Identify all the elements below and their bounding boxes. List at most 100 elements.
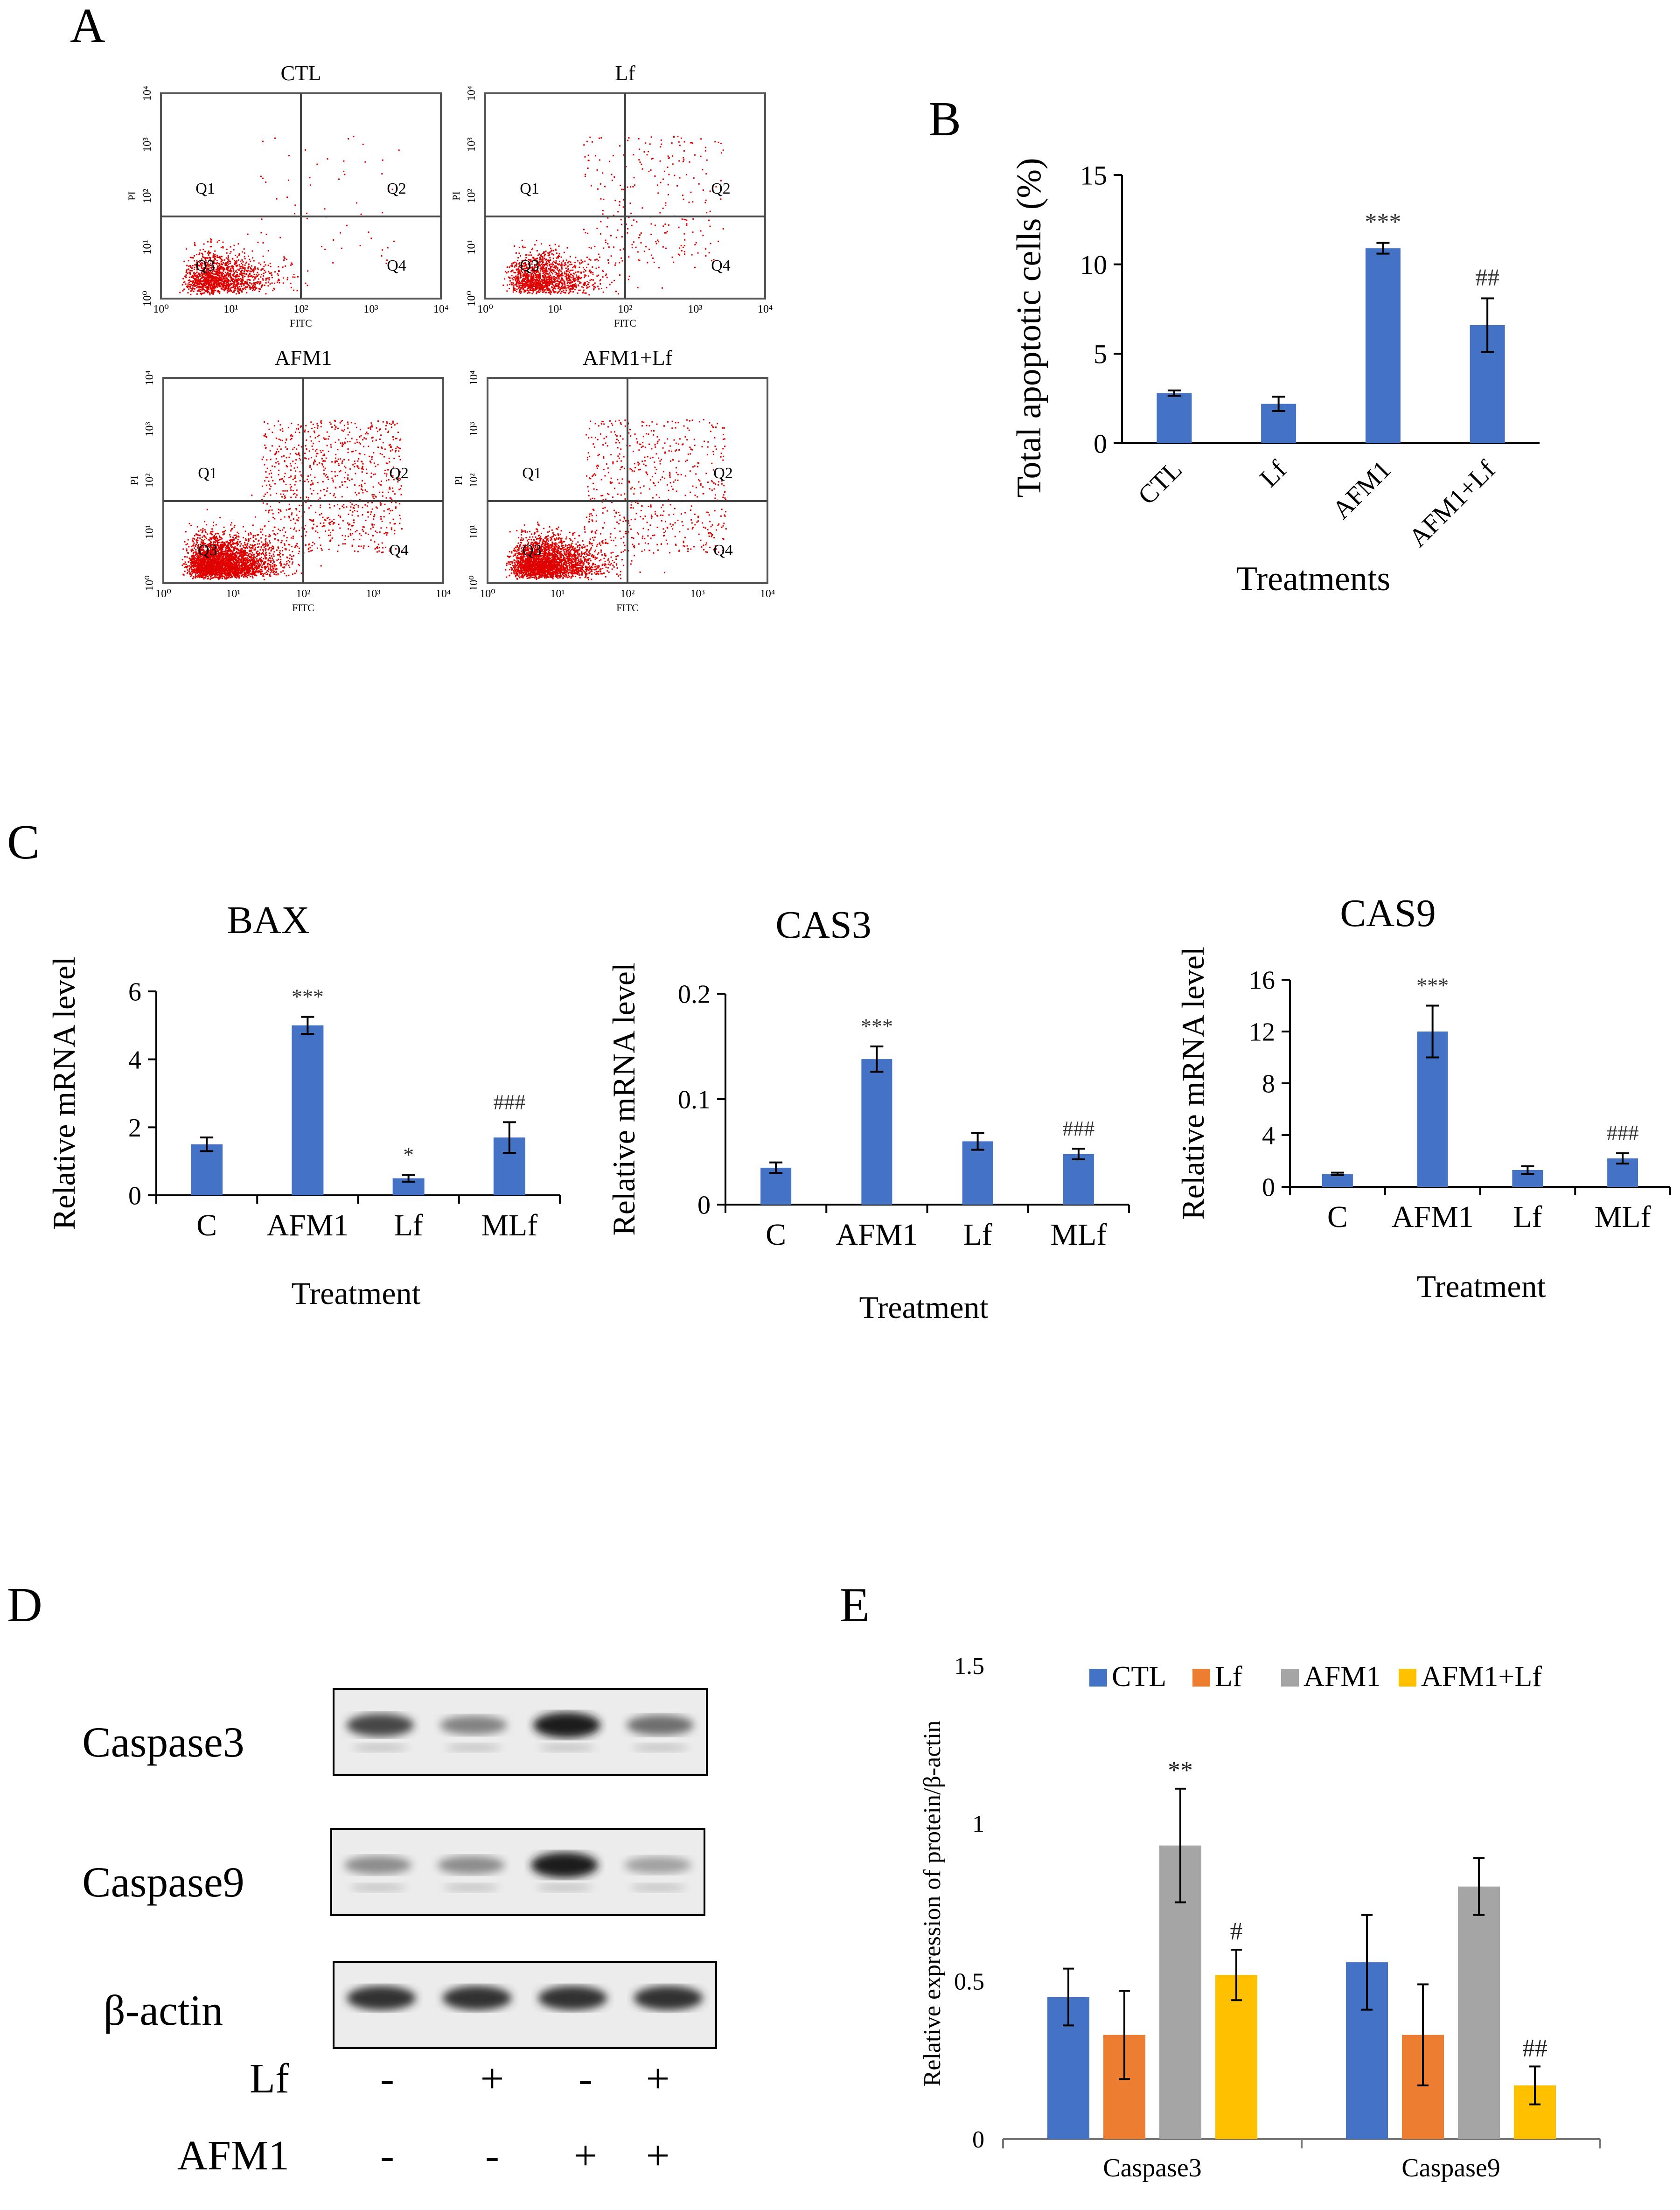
blot-band [538,1986,607,2010]
cas3-bar-chart: 0 0.1 0.2 C *** AFM1 Lf ### MLf CAS3 Relative mRNA… [606,903,1130,1325]
y-axis-title: Total apoptotic cells (%) [1010,158,1048,497]
category-label: Caspase9 [1401,2154,1500,2182]
y-tick-label: 0 [972,2126,984,2153]
y-tick-label: 8 [1262,1070,1275,1099]
blot-row-label: Caspase9 [82,1858,244,1906]
flow-x-tick: 10¹ [548,303,562,315]
flow-cytometry-panel: CTL Q1 Q2 Q3 Q4 10⁰ 10¹ 10² 10³ 10⁴ FITC 10⁰ 10¹ 10² 1… [126,61,775,614]
treatment-sign: + [574,2133,598,2179]
y-axis-title: Relative expression of protein/β-actin [919,1721,946,2087]
bar-caspase3-afm1-lf [1215,1975,1257,2139]
chart-title: CAS9 [1340,892,1436,935]
flow-y-tick: 10⁰ [144,575,156,591]
x-axis-title: Treatment [859,1290,988,1325]
blot-row-caspase9: Caspase9 [82,1828,705,1916]
bar-caspase9-afm1 [1458,1886,1500,2139]
flow-x-tick: 10² [296,588,310,600]
y-tick-label: 0 [128,1182,141,1211]
legend-swatch-afm1 [1281,1669,1299,1687]
significance-label: ### [1607,1121,1639,1145]
flow-x-tick: 10⁴ [760,588,775,600]
flow-y-tick: 10² [468,473,480,488]
legend-label: Lf [1215,1661,1242,1693]
category-label: C [1327,1200,1348,1234]
flow-y-tick: 10⁴ [466,86,478,101]
flow-y-tick: 10² [466,188,478,203]
flow-y-title: PI [450,191,462,201]
blot-faint-band [539,1743,595,1752]
y-tick-label: 16 [1249,966,1275,995]
flow-x-tick: 10² [618,303,632,315]
bar-afm1 [861,1059,892,1205]
significance-label: * [403,1143,414,1166]
blot-row-label: Caspase3 [82,1718,244,1766]
significance-label: ### [493,1090,525,1114]
significance-label: ## [1522,2034,1548,2062]
significance-label: ** [1168,1756,1193,1784]
quadrant-label-q1: Q1 [520,180,539,197]
category-label: Lf [1513,1200,1542,1234]
flow-y-tick: 10⁰ [141,291,153,307]
y-tick-label: 0.2 [678,980,711,1009]
x-axis-title: Treatment [291,1276,420,1311]
y-tick-label: 0.1 [678,1086,711,1115]
quadrant-label-q3: Q3 [522,542,542,559]
y-tick-label: 5 [1094,339,1107,369]
blot-band [347,1986,416,2010]
legend-swatch-ctl [1089,1669,1107,1687]
category-label: AFM1 [1392,1200,1474,1234]
quadrant-label-q2: Q2 [389,465,409,482]
flow-y-tick: 10³ [141,137,153,152]
flow-event-dots [181,420,403,580]
flow-plot-lf: Lf Q1 Q2 Q3 Q4 10⁰ 10¹ 10² 10³ 10⁴ FITC 10⁰ 10¹ 10² 10… [450,61,773,329]
flow-y-title: PI [126,191,138,201]
quadrant-label-q2: Q2 [711,180,731,197]
flow-x-tick: 10⁴ [758,303,773,315]
y-tick-label: 0 [1094,428,1107,459]
protein-expression-bar-chart: 0 0.5 1 1.5 ** # Caspase3 ## Caspase9 CTL Lf AFM1 AF… [919,1653,1601,2182]
y-tick-label: 12 [1249,1018,1275,1047]
flow-y-tick: 10⁰ [468,575,480,591]
flow-y-tick: 10³ [144,422,156,436]
bar-lf [962,1141,993,1205]
flow-x-title: FITC [614,317,636,329]
quadrant-label-q1: Q1 [195,180,215,197]
category-label: AFM1 [1327,455,1396,524]
flow-x-tick: 10¹ [550,588,565,600]
y-axis-title: Relative mRNA level [46,957,82,1230]
treatment-sign: - [579,2056,593,2102]
treatment-sign: + [646,2056,670,2102]
flow-y-tick: 10⁴ [468,370,480,385]
blot-band [344,1856,411,1875]
blot-row-actin: β-actin [104,1961,717,2049]
blot-band [531,1852,598,1878]
category-label: MLf [481,1208,537,1242]
blot-faint-band [446,1743,502,1752]
legend-swatch-lf [1192,1669,1210,1687]
y-tick-label: 1 [972,1811,984,1837]
blot-band [440,1715,507,1735]
significance-label: *** [1365,209,1401,236]
quadrant-label-q4: Q4 [711,257,731,274]
blot-band [438,1856,505,1875]
flow-x-tick: 10¹ [223,303,238,315]
flow-x-tick: 10⁴ [433,303,448,315]
treatment-label: Lf [250,2056,289,2102]
quadrant-label-q4: Q4 [387,257,406,274]
blot-band [442,1986,512,2010]
category-label: Lf [394,1208,423,1242]
flow-y-tick: 10⁴ [144,370,156,385]
panel-letter-d: D [7,1577,42,1632]
treatment-label: AFM1 [177,2133,289,2179]
flow-x-tick: 10² [620,588,634,600]
category-label: C [766,1218,786,1252]
bar-ctl [1157,393,1192,443]
category-label: Caspase3 [1103,2154,1202,2182]
y-tick-label: 0 [1262,1173,1275,1202]
flow-plot-ctl: CTL Q1 Q2 Q3 Q4 10⁰ 10¹ 10² 10³ 10⁴ FITC 10⁰ 10¹ 10² 1… [126,61,448,329]
category-label: Lf [1255,455,1292,493]
flow-x-title: FITC [290,317,312,329]
quadrant-label-q1: Q1 [198,465,217,482]
quadrant-label-q3: Q3 [195,257,215,274]
